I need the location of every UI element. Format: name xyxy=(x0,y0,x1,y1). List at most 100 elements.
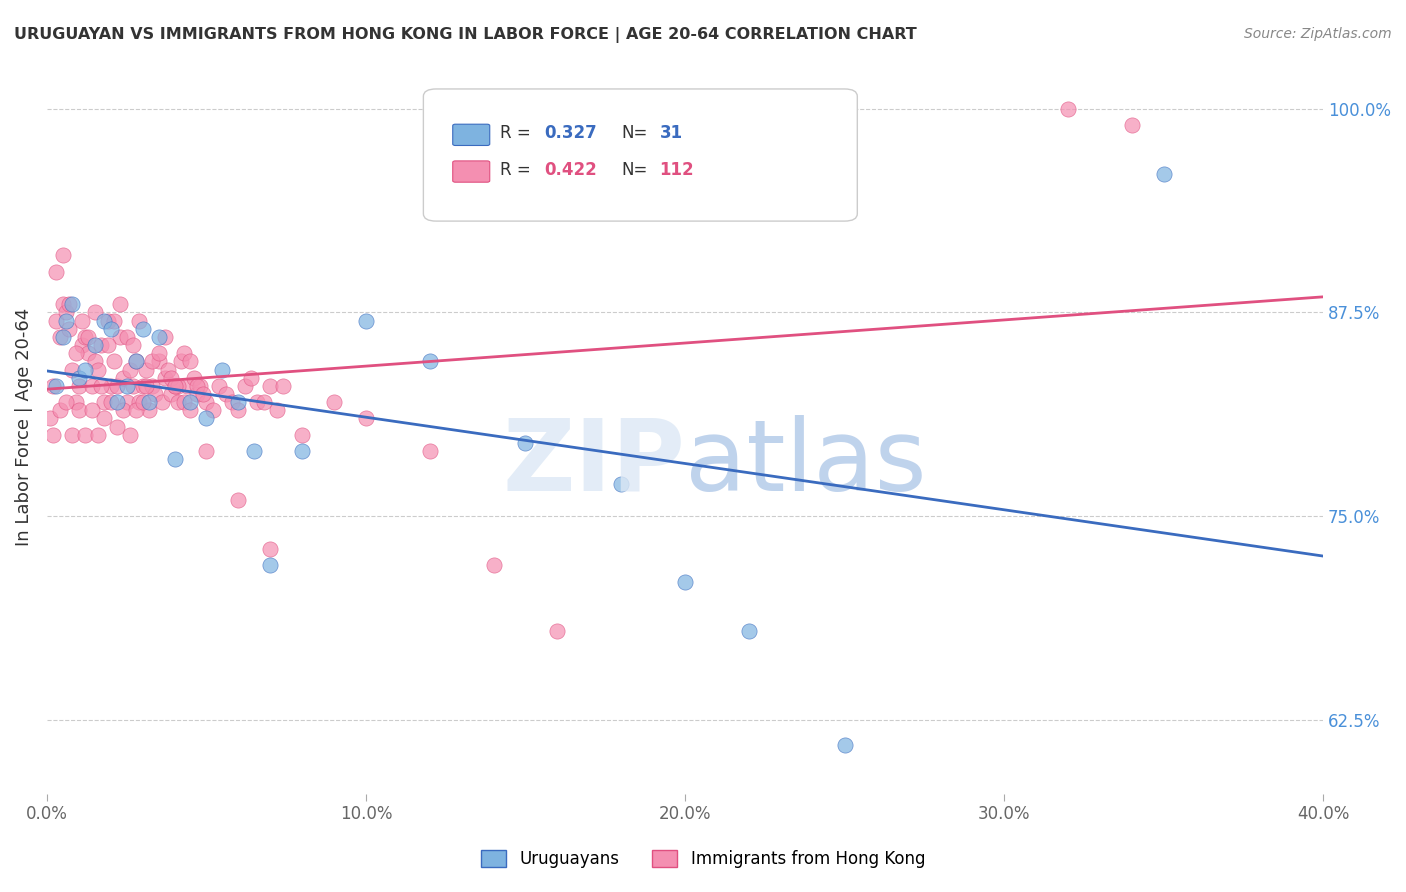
Point xyxy=(125,354,148,368)
Point xyxy=(90,338,112,352)
Point xyxy=(186,387,208,401)
Point xyxy=(96,338,118,352)
Point xyxy=(128,395,150,409)
Point xyxy=(45,265,67,279)
Point xyxy=(90,379,112,393)
Point xyxy=(291,427,314,442)
Point xyxy=(195,411,218,425)
Point xyxy=(70,338,93,352)
Point xyxy=(42,427,65,442)
Point xyxy=(354,313,377,327)
Point xyxy=(135,379,157,393)
Point xyxy=(240,370,263,384)
Point xyxy=(738,624,761,638)
FancyBboxPatch shape xyxy=(423,89,858,221)
Point xyxy=(93,395,115,409)
Point xyxy=(291,444,314,458)
Point xyxy=(87,427,110,442)
Point xyxy=(673,574,696,589)
Point xyxy=(115,379,138,393)
Point xyxy=(228,395,250,409)
Point xyxy=(125,403,148,417)
Point xyxy=(45,379,67,393)
Point xyxy=(39,411,62,425)
Point xyxy=(166,395,188,409)
Point xyxy=(105,419,128,434)
Point xyxy=(419,354,441,368)
Point xyxy=(87,362,110,376)
Point xyxy=(93,411,115,425)
Point xyxy=(323,395,346,409)
Point xyxy=(153,370,176,384)
Point xyxy=(93,313,115,327)
FancyBboxPatch shape xyxy=(453,161,489,182)
Point xyxy=(138,395,160,409)
Point xyxy=(141,354,163,368)
Point xyxy=(419,444,441,458)
Point xyxy=(153,330,176,344)
Text: 31: 31 xyxy=(659,124,683,142)
Point xyxy=(131,379,153,393)
Text: R =: R = xyxy=(501,124,536,142)
Point xyxy=(77,346,100,360)
Point xyxy=(148,346,170,360)
Point xyxy=(125,354,148,368)
Point xyxy=(122,379,145,393)
Point xyxy=(122,338,145,352)
Point xyxy=(118,362,141,376)
Point xyxy=(110,330,132,344)
Point xyxy=(482,558,505,573)
Point xyxy=(834,738,856,752)
Point xyxy=(67,379,90,393)
Point xyxy=(266,403,288,417)
Point xyxy=(62,362,84,376)
Point xyxy=(83,354,105,368)
Point xyxy=(546,624,568,638)
Text: N=: N= xyxy=(621,161,648,178)
Point xyxy=(186,379,208,393)
Point xyxy=(115,330,138,344)
Text: 0.327: 0.327 xyxy=(544,124,598,142)
Point xyxy=(1153,167,1175,181)
Point xyxy=(173,395,195,409)
Point xyxy=(65,395,87,409)
Point xyxy=(1121,118,1143,132)
Point xyxy=(233,379,256,393)
Point xyxy=(77,330,100,344)
Point xyxy=(208,379,231,393)
Point xyxy=(118,427,141,442)
Point xyxy=(214,387,236,401)
Point xyxy=(179,395,201,409)
Point xyxy=(55,305,77,319)
Point xyxy=(243,444,266,458)
Legend: Uruguayans, Immigrants from Hong Kong: Uruguayans, Immigrants from Hong Kong xyxy=(474,843,932,875)
Point xyxy=(253,395,276,409)
Point xyxy=(83,338,105,352)
Point xyxy=(195,395,218,409)
Point xyxy=(183,370,205,384)
Point xyxy=(62,297,84,311)
Point xyxy=(141,379,163,393)
Point xyxy=(145,387,167,401)
Point xyxy=(163,452,186,467)
Point xyxy=(45,313,67,327)
Point xyxy=(70,313,93,327)
Text: 0.422: 0.422 xyxy=(544,161,598,178)
Point xyxy=(103,354,125,368)
Point xyxy=(176,379,198,393)
Point xyxy=(75,330,97,344)
Point xyxy=(150,395,173,409)
Point xyxy=(228,493,250,508)
Point xyxy=(65,346,87,360)
Point xyxy=(96,313,118,327)
Point xyxy=(160,370,183,384)
Text: atlas: atlas xyxy=(685,415,927,512)
Text: URUGUAYAN VS IMMIGRANTS FROM HONG KONG IN LABOR FORCE | AGE 20-64 CORRELATION CH: URUGUAYAN VS IMMIGRANTS FROM HONG KONG I… xyxy=(14,27,917,43)
Point xyxy=(259,558,281,573)
Point xyxy=(110,297,132,311)
Point xyxy=(48,403,70,417)
Point xyxy=(1057,102,1080,116)
Point xyxy=(52,248,75,262)
Point xyxy=(62,427,84,442)
Point xyxy=(157,362,180,376)
